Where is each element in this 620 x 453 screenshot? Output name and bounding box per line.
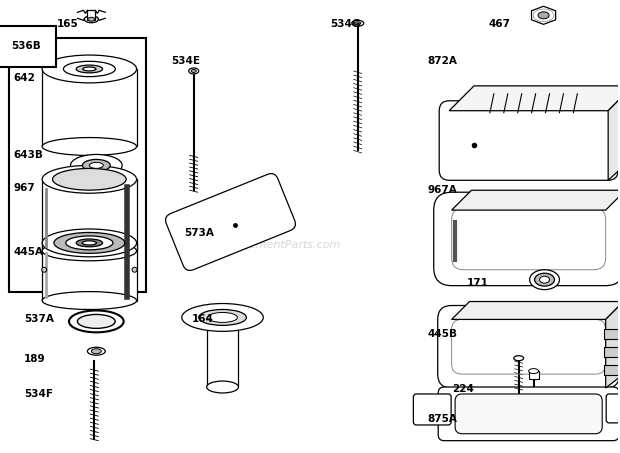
Text: 534E: 534E [171, 56, 200, 66]
Ellipse shape [76, 239, 102, 247]
Bar [529, 270, 559, 289]
Ellipse shape [42, 138, 136, 155]
Text: 967: 967 [14, 183, 35, 193]
Ellipse shape [82, 67, 96, 71]
Bar [42, 179, 136, 251]
Ellipse shape [82, 159, 110, 171]
Text: 967A: 967A [427, 185, 457, 195]
Bar [604, 347, 619, 357]
Ellipse shape [69, 310, 123, 333]
FancyBboxPatch shape [166, 173, 296, 270]
Text: 536B: 536B [11, 41, 40, 51]
Bar [206, 328, 239, 387]
Ellipse shape [529, 369, 539, 374]
Ellipse shape [87, 347, 105, 355]
Polygon shape [608, 86, 620, 180]
Text: 534G: 534G [330, 19, 360, 29]
Bar [9, 38, 146, 292]
FancyBboxPatch shape [455, 394, 602, 434]
Ellipse shape [89, 162, 104, 169]
Ellipse shape [82, 241, 97, 245]
Bar [42, 69, 136, 146]
Ellipse shape [42, 165, 136, 193]
Ellipse shape [198, 309, 246, 325]
Ellipse shape [42, 241, 136, 261]
FancyBboxPatch shape [434, 192, 620, 286]
Ellipse shape [529, 270, 559, 289]
Text: 642: 642 [14, 73, 36, 83]
Text: 445A: 445A [14, 247, 44, 257]
Text: 164: 164 [192, 314, 214, 324]
Ellipse shape [191, 69, 196, 72]
Bar [529, 371, 539, 379]
Ellipse shape [188, 68, 198, 74]
Ellipse shape [84, 16, 99, 23]
Ellipse shape [53, 169, 126, 190]
Ellipse shape [91, 349, 101, 354]
Text: 875A: 875A [427, 414, 457, 424]
Ellipse shape [42, 229, 136, 257]
Text: 537A: 537A [24, 314, 54, 324]
Ellipse shape [71, 154, 122, 176]
Text: 445B: 445B [427, 329, 458, 339]
Polygon shape [449, 86, 620, 111]
Polygon shape [531, 6, 556, 24]
FancyBboxPatch shape [414, 394, 451, 425]
Ellipse shape [206, 381, 239, 393]
Ellipse shape [132, 267, 137, 272]
Polygon shape [451, 302, 620, 319]
Text: 165: 165 [56, 19, 78, 29]
Text: 573A: 573A [184, 228, 214, 238]
Text: 643B: 643B [14, 150, 43, 160]
FancyBboxPatch shape [606, 394, 620, 423]
Ellipse shape [534, 273, 554, 286]
Ellipse shape [78, 314, 115, 328]
Bar [42, 243, 136, 300]
Bar [604, 365, 619, 375]
Text: 224: 224 [452, 384, 474, 394]
Ellipse shape [538, 12, 549, 19]
Text: 189: 189 [24, 354, 45, 364]
Text: eReplacementParts.com: eReplacementParts.com [205, 240, 341, 250]
Ellipse shape [76, 65, 102, 73]
Ellipse shape [63, 61, 115, 77]
Ellipse shape [539, 276, 549, 283]
Ellipse shape [66, 236, 113, 250]
Bar [604, 329, 619, 339]
Ellipse shape [208, 313, 237, 323]
Ellipse shape [352, 20, 364, 26]
Ellipse shape [355, 22, 361, 25]
Text: 171: 171 [467, 278, 489, 288]
Bar [87, 10, 95, 20]
Ellipse shape [42, 292, 136, 309]
FancyBboxPatch shape [438, 387, 619, 441]
Polygon shape [606, 302, 620, 388]
Ellipse shape [42, 55, 136, 83]
Text: 467: 467 [489, 19, 511, 29]
FancyBboxPatch shape [438, 305, 619, 388]
Ellipse shape [42, 267, 46, 272]
FancyBboxPatch shape [439, 101, 618, 180]
Ellipse shape [88, 17, 95, 21]
Text: 534F: 534F [24, 389, 53, 399]
Ellipse shape [182, 304, 264, 331]
Text: 872A: 872A [427, 56, 457, 66]
Polygon shape [451, 190, 620, 210]
Ellipse shape [514, 356, 524, 361]
Ellipse shape [54, 232, 125, 253]
